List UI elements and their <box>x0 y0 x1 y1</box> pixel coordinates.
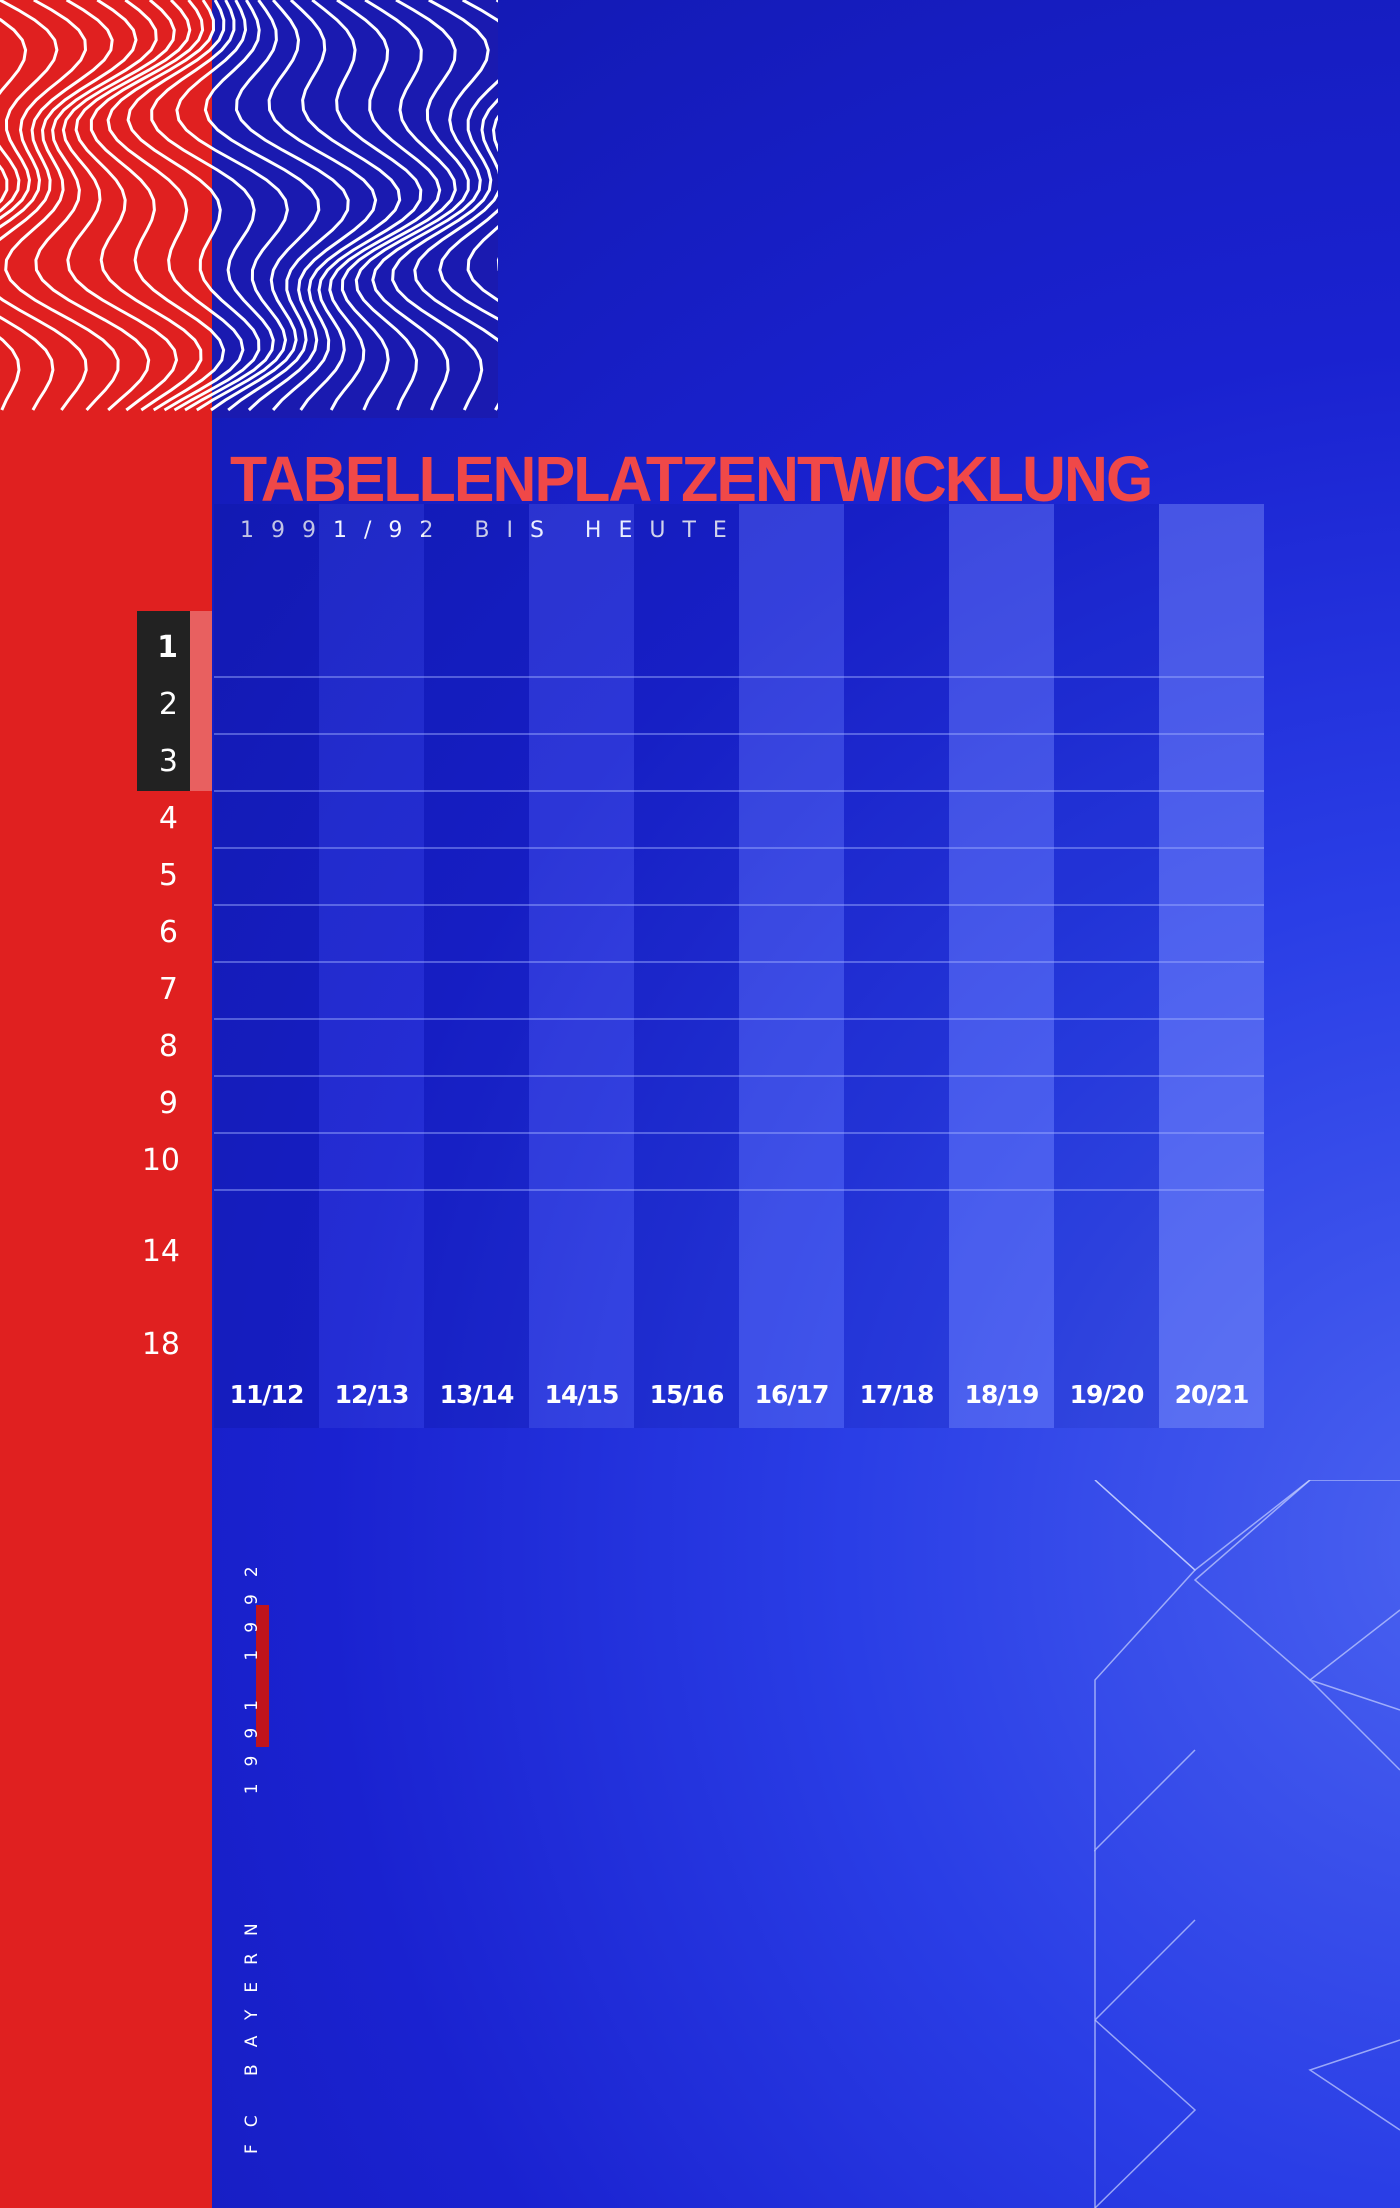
season-label: 12/13 <box>334 1380 410 1409</box>
grid-line <box>214 1018 1264 1020</box>
season-label: 19/20 <box>1069 1380 1145 1409</box>
year-highlight-bar <box>256 1605 269 1747</box>
season-column <box>1159 504 1264 1428</box>
grid-line <box>214 904 1264 906</box>
season-label: 16/17 <box>754 1380 830 1409</box>
wave-line <box>34 0 158 412</box>
rank-label: 7 <box>158 972 178 1007</box>
grid-line <box>214 790 1264 792</box>
grid-line <box>214 847 1264 849</box>
grid-line <box>214 1075 1264 1077</box>
season-label: 15/16 <box>649 1380 725 1409</box>
wave-line <box>61 0 179 412</box>
season-column <box>529 504 634 1428</box>
season-label: 14/15 <box>544 1380 620 1409</box>
season-column <box>949 504 1054 1428</box>
wave-line <box>175 0 289 412</box>
vertical-footer-text: FC BAYERN 1991 1992 <box>242 1549 262 2154</box>
wave-line <box>0 0 59 411</box>
top-ranks-highlight <box>137 611 212 791</box>
rank-label: 9 <box>158 1086 178 1121</box>
season-column <box>739 504 844 1428</box>
grid-line <box>214 1189 1264 1191</box>
season-column <box>1054 504 1159 1428</box>
rank-label: 5 <box>158 858 178 893</box>
club-name: FC BAYERN <box>242 1906 262 2154</box>
wave-line <box>328 0 442 411</box>
wave-pattern <box>0 0 498 418</box>
wave-line <box>413 0 498 411</box>
season-column <box>319 504 424 1428</box>
wave-line <box>89 0 226 412</box>
grid-line <box>214 1132 1264 1134</box>
rank-label: 4 <box>158 801 178 836</box>
season-column <box>844 504 949 1428</box>
wave-line <box>354 0 470 411</box>
wave-line <box>227 0 350 412</box>
wave-line <box>0 17 28 213</box>
wave-line <box>0 0 114 411</box>
rank-label: 18 <box>141 1327 180 1362</box>
rank-label: 2 <box>158 687 178 722</box>
grid-line <box>214 676 1264 678</box>
rank-label: 3 <box>158 744 178 779</box>
grid-line <box>214 961 1264 963</box>
season-column <box>424 504 529 1428</box>
wave-line <box>299 0 423 411</box>
wave-line <box>371 0 490 411</box>
rank-label: 1 <box>157 630 178 665</box>
season-label: 17/18 <box>859 1380 935 1409</box>
wave-line <box>0 0 88 411</box>
wave-line <box>74 0 203 412</box>
wave-line <box>106 0 245 412</box>
rank-label: 8 <box>158 1029 178 1064</box>
wave-line <box>340 0 457 411</box>
wave-line <box>150 0 275 412</box>
page-subtitle: 1991/92 BIS HEUTE <box>240 518 744 543</box>
xx-outline-decoration <box>1094 1480 1400 2208</box>
season-label: 13/14 <box>439 1380 515 1409</box>
season-column <box>214 504 319 1428</box>
rank-label: 6 <box>158 915 178 950</box>
wave-line <box>271 0 402 411</box>
season-label: 18/19 <box>964 1380 1040 1409</box>
rank-label: 14 <box>141 1234 180 1269</box>
page-title: TABELLENPLATZENTWICKLUNG <box>230 443 1153 515</box>
season-label: 11/12 <box>229 1380 305 1409</box>
wave-line <box>391 0 498 411</box>
grid-line <box>214 733 1264 735</box>
season-column <box>634 504 739 1428</box>
season-label: 20/21 <box>1174 1380 1250 1409</box>
rank-label: 10 <box>141 1143 180 1178</box>
season-years: 1991 1992 <box>242 1549 262 1795</box>
wave-line <box>126 0 261 412</box>
wave-line <box>203 0 321 412</box>
wave-line <box>4 0 138 412</box>
wave-line <box>247 0 378 412</box>
